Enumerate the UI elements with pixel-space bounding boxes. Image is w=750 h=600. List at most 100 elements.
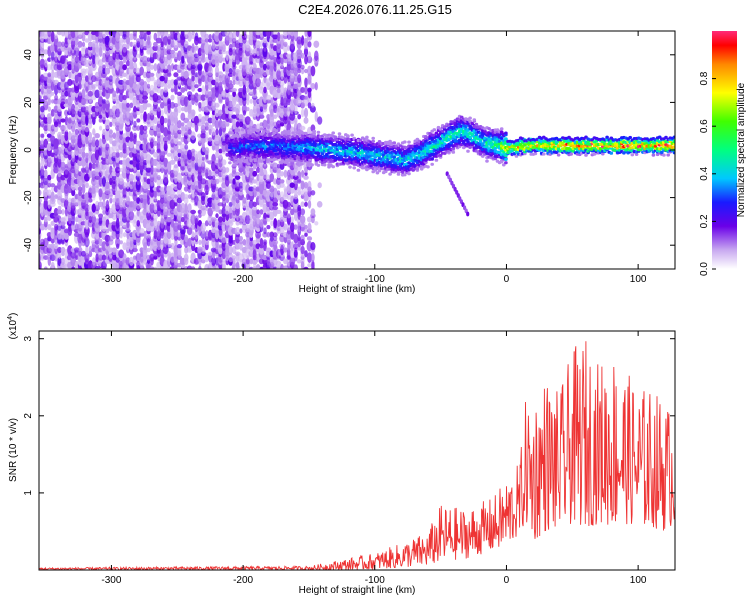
spectrogram-noise-cell xyxy=(300,64,305,70)
spectrogram-noise-cell xyxy=(255,212,261,219)
spectrogram-noise-cell xyxy=(115,151,120,158)
spectrogram-noise-cell xyxy=(136,197,141,204)
spectrogram-ridge-cell xyxy=(316,151,321,155)
spectrogram-noise-cell xyxy=(225,141,230,153)
spectrogram-noise-cell xyxy=(39,189,42,197)
spectrogram-noise-cell xyxy=(92,128,96,136)
spectrogram-noise-cell xyxy=(142,170,148,178)
spectrogram-noise-cell xyxy=(108,34,113,40)
spectrogram-ridge-cell xyxy=(247,156,251,160)
spectrogram-noise-cell xyxy=(40,85,45,95)
spectrogram-noise-cell xyxy=(232,192,236,201)
spectrogram-noise-cell xyxy=(85,68,89,74)
spectrogram-noise-cell xyxy=(125,36,131,45)
spectrogram-noise-cell xyxy=(190,266,196,269)
spectrogram-noise-cell xyxy=(122,94,127,101)
spectrogram-noise-cell xyxy=(272,31,278,35)
spectrogram-ridge-cell xyxy=(240,128,245,132)
spectrogram-noise-cell xyxy=(208,251,213,256)
spectrogram-noise-cell xyxy=(71,132,76,140)
spectrogram-noise-cell xyxy=(190,209,197,215)
spectrogram-noise-cell xyxy=(190,65,196,70)
spectrogram-noise-cell xyxy=(290,216,294,223)
spectrogram-noise-cell xyxy=(214,48,220,55)
spectrogram-ridge-cell xyxy=(245,158,249,162)
spectrogram-noise-cell xyxy=(47,31,52,38)
spectrogram-noise-cell xyxy=(60,161,66,171)
spectrogram-noise-cell xyxy=(57,205,62,211)
spectrogram-noise-cell xyxy=(74,133,79,138)
spectrogram-noise-cell xyxy=(80,68,87,74)
spectrogram-noise-cell xyxy=(170,135,175,144)
spectrogram-ridge-cell xyxy=(466,149,470,153)
spectrogram-ridge-cell xyxy=(407,140,411,144)
spectrogram-noise-cell xyxy=(204,239,210,246)
spectrogram-noise-cell xyxy=(217,45,224,51)
spectrogram-noise-cell xyxy=(218,244,223,249)
spectrogram-noise-cell xyxy=(101,175,107,187)
spectrogram-noise-cell xyxy=(304,171,308,176)
spectrogram-noise-cell xyxy=(80,105,87,113)
spectrogram-noise-cell xyxy=(70,177,76,186)
spectrogram-noise-cell xyxy=(146,86,151,94)
spectrogram-noise-cell xyxy=(78,156,82,162)
spectrogram-noise-cell xyxy=(108,133,113,138)
spectrogram-noise-cell xyxy=(194,229,199,240)
spectrogram-noise-cell xyxy=(249,98,253,104)
spectrogram-noise-cell xyxy=(275,260,282,269)
spectrogram-noise-cell xyxy=(112,175,117,180)
spectrogram-noise-cell xyxy=(44,59,48,68)
spectrogram-noise-cell xyxy=(84,123,90,133)
spectrogram-noise-cell xyxy=(146,57,151,62)
spectrogram-noise-cell xyxy=(81,31,86,42)
spectrogram-noise-cell xyxy=(126,181,130,189)
spectrogram-noise-cell xyxy=(276,166,282,174)
spectrogram-noise-cell xyxy=(303,107,309,118)
spectrogram-ridge-cell xyxy=(430,157,435,161)
spectrogram-noise-cell xyxy=(133,173,137,182)
spectrogram-noise-cell xyxy=(47,224,52,231)
spectrogram-noise-cell xyxy=(126,31,130,38)
spectrogram-noise-cell xyxy=(50,191,55,203)
spectrogram-noise-cell xyxy=(201,237,206,248)
spectrogram-noise-cell xyxy=(266,217,271,222)
spectrogram-noise-cell xyxy=(176,148,182,154)
spectrogram-ridge-cell xyxy=(358,138,363,142)
spectrogram-noise-cell xyxy=(275,209,282,214)
spectrogram-noise-cell xyxy=(46,133,52,138)
spectrogram-noise-cell xyxy=(245,224,250,230)
spectrogram-noise-cell xyxy=(194,150,199,159)
spectrogram-noise-cell xyxy=(293,233,299,244)
spectrogram-ridge-cell xyxy=(230,131,234,135)
spectrogram-noise-cell xyxy=(191,31,195,36)
spectrogram-ridge-cell xyxy=(316,130,321,134)
spectrogram-noise-cell xyxy=(102,209,106,215)
spectrogram-noise-cell xyxy=(118,160,124,165)
spectrogram-ridge-cell xyxy=(466,140,470,144)
spectrogram-noise-cell xyxy=(194,56,199,63)
spectrogram-noise-cell xyxy=(50,124,55,132)
spectrogram-ridge-cell xyxy=(310,163,314,167)
spectrogram-noise-cell xyxy=(119,112,124,122)
spectrogram-ridge-cell xyxy=(352,166,357,170)
spectrogram-noise-cell xyxy=(84,38,90,43)
spectrogram-noise-cell xyxy=(115,237,121,248)
spectrogram-noise-cell xyxy=(239,228,243,234)
spectrogram-noise-cell xyxy=(201,70,205,80)
spectrogram-noise-cell xyxy=(207,229,213,240)
spectrogram-noise-cell xyxy=(163,48,169,56)
spectrogram-noise-cell xyxy=(84,182,89,189)
spectrogram-noise-cell xyxy=(283,186,288,192)
spectrogram-noise-cell xyxy=(282,52,289,60)
spectrogram-noise-cell xyxy=(272,101,278,109)
spectrogram-noise-cell xyxy=(266,231,271,238)
spectrogram-noise-cell xyxy=(266,225,271,230)
spectrogram-noise-cell xyxy=(156,229,161,240)
spectrogram-noise-cell xyxy=(245,258,250,265)
spectrogram-noise-cell xyxy=(84,59,90,68)
spectrogram-noise-cell xyxy=(314,50,319,62)
spectrogram-noise-cell xyxy=(228,94,234,101)
spectrogram-noise-cell xyxy=(99,125,103,131)
spectrogram-noise-cell xyxy=(187,237,192,247)
spectrogram-noise-cell xyxy=(118,249,125,259)
